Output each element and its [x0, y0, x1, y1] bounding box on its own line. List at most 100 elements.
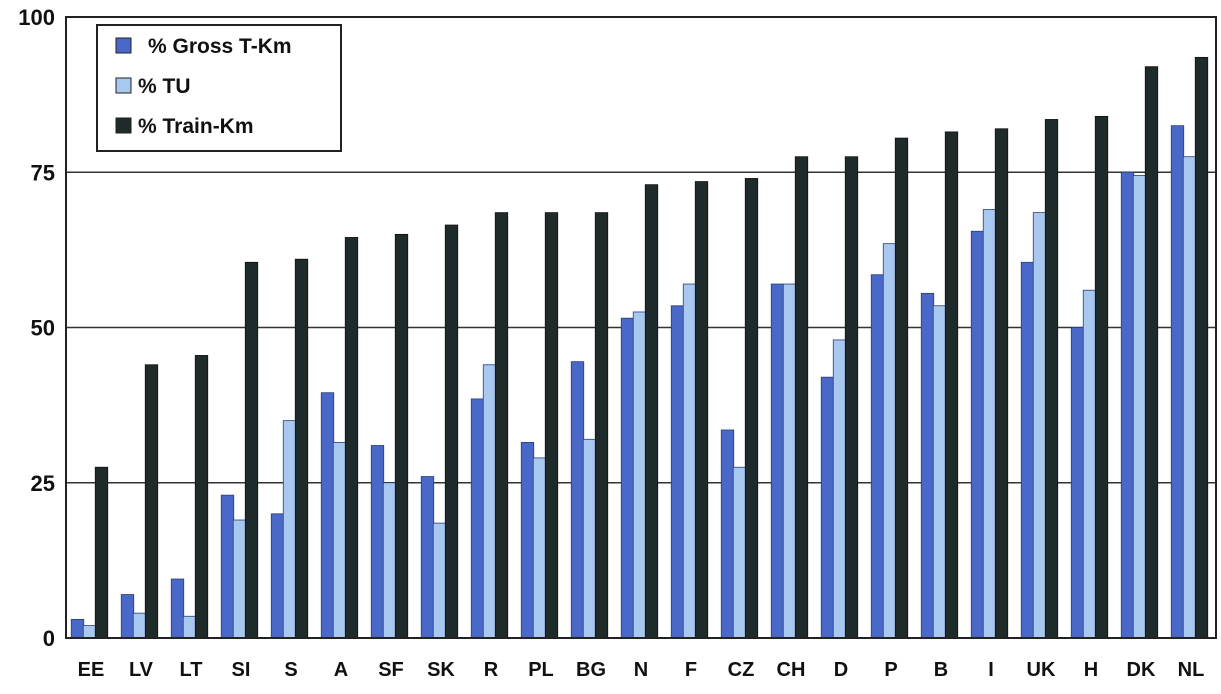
x-axis-category-labels: EE LV LT SI S A SF SK R PL BG N F CZ CH D P B I UK H DK NL	[78, 659, 1205, 681]
bar-tu	[582, 438, 597, 639]
bar-gross-t-km	[870, 274, 885, 639]
bar-tu	[382, 482, 397, 639]
bar-gross-t-km	[320, 392, 335, 639]
x-category-label: SK	[427, 659, 455, 681]
bar-train-km	[394, 233, 409, 639]
bar-gross-t-km	[920, 292, 935, 639]
bar-gross-t-km	[820, 376, 835, 639]
x-category-label: LV	[129, 659, 154, 681]
legend-box	[96, 24, 342, 152]
bar-train-km	[1044, 119, 1059, 639]
x-category-label: S	[284, 659, 297, 681]
legend-entry: % TU	[138, 75, 191, 98]
legend-swatch	[115, 117, 132, 134]
bar-gross-t-km	[720, 429, 735, 639]
bar-train-km	[644, 184, 659, 639]
bar-gross-t-km	[620, 317, 635, 639]
x-category-label: NL	[1178, 659, 1205, 681]
legend-swatch	[115, 77, 132, 94]
bar-train-km	[594, 212, 609, 639]
bar-train-km	[1094, 115, 1109, 639]
bar-tu	[982, 209, 997, 639]
bar-train-km	[344, 237, 359, 639]
bar-train-km	[294, 258, 309, 639]
bar-train-km	[244, 261, 259, 639]
y-tick-label: 100	[18, 5, 55, 30]
bar-train-km	[1144, 66, 1159, 639]
bar-gross-t-km	[1020, 261, 1035, 639]
bar-tu	[482, 364, 497, 639]
y-tick-label: 50	[31, 316, 55, 341]
bar-tu	[532, 457, 547, 639]
bar-tu	[932, 305, 947, 639]
x-category-label: SF	[378, 659, 404, 681]
x-category-label: CZ	[728, 659, 755, 681]
bar-tu	[132, 612, 147, 639]
bar-tu	[1132, 174, 1147, 639]
legend-swatch	[115, 37, 132, 54]
x-category-label: F	[685, 659, 697, 681]
bar-gross-t-km	[670, 305, 685, 639]
bar-gross-t-km	[1170, 125, 1185, 639]
bar-gross-t-km	[470, 398, 485, 639]
x-category-label: LT	[180, 659, 203, 681]
y-tick-label: 0	[43, 626, 55, 651]
bar-tu	[332, 441, 347, 639]
bar-tu	[682, 283, 697, 639]
bar-tu	[432, 522, 447, 639]
bar-gross-t-km	[520, 441, 535, 639]
y-axis-tick-labels: 0 25 50 75 100	[18, 5, 55, 651]
y-tick-label: 75	[31, 160, 55, 185]
bar-gross-t-km	[370, 445, 385, 639]
x-category-label: R	[484, 659, 499, 681]
bar-train-km	[494, 212, 509, 639]
x-category-label: H	[1084, 659, 1098, 681]
y-tick-label: 25	[31, 471, 55, 496]
x-category-label: P	[884, 659, 897, 681]
bar-gross-t-km	[970, 230, 985, 639]
x-category-label: DK	[1127, 659, 1156, 681]
bar-train-km	[444, 224, 459, 639]
bar-train-km	[94, 466, 109, 639]
legend-entry: % Gross T-Km	[148, 35, 292, 58]
bar-gross-t-km	[220, 494, 235, 639]
bar-tu	[1182, 156, 1197, 639]
bar-tu	[182, 615, 197, 639]
bar-gross-t-km	[1070, 327, 1085, 639]
bar-tu	[882, 243, 897, 639]
plot-frame	[65, 16, 1217, 639]
bar-tu	[732, 466, 747, 639]
bar-gross-t-km	[70, 618, 85, 639]
x-category-label: I	[988, 659, 994, 681]
bar-tu	[82, 625, 97, 639]
bar-train-km	[544, 212, 559, 639]
x-category-label: D	[834, 659, 848, 681]
bar-tu	[832, 339, 847, 639]
bar-gross-t-km	[420, 476, 435, 639]
bar-train-km	[794, 156, 809, 639]
bar-gross-t-km	[1120, 171, 1135, 639]
x-category-label: A	[334, 659, 348, 681]
bar-tu	[232, 519, 247, 639]
x-category-label: UK	[1027, 659, 1056, 681]
x-category-label: SI	[232, 659, 251, 681]
bar-gross-t-km	[270, 513, 285, 639]
bar-train-km	[194, 355, 209, 639]
legend: % Gross T-Km % TU % Train-Km	[96, 24, 342, 152]
bar-gross-t-km	[570, 361, 585, 639]
x-category-label: PL	[528, 659, 554, 681]
x-category-label: N	[634, 659, 648, 681]
bar-train-km	[144, 364, 159, 639]
bar-tu	[632, 311, 647, 639]
bar-train-km	[744, 178, 759, 639]
bar-tu	[282, 420, 297, 639]
bar-gross-t-km	[170, 578, 185, 639]
x-category-label: BG	[576, 659, 606, 681]
bar-tu	[782, 283, 797, 639]
bar-gross-t-km	[770, 283, 785, 639]
x-category-label: EE	[78, 659, 105, 681]
x-category-label: B	[934, 659, 948, 681]
bar-train-km	[844, 156, 859, 639]
bar-train-km	[994, 128, 1009, 639]
